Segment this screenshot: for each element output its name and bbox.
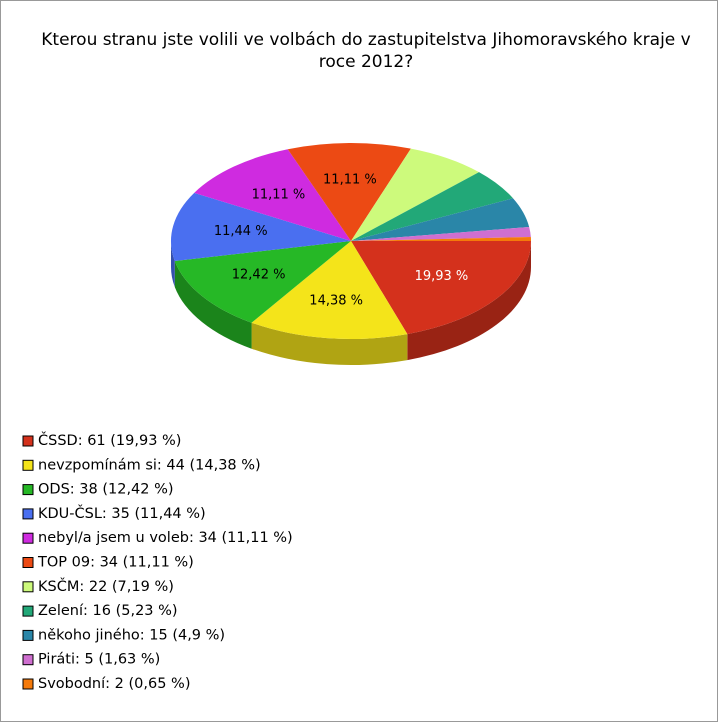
legend-label: TOP 09: 34 (11,11 %) bbox=[37, 555, 194, 571]
legend-swatch bbox=[22, 557, 34, 568]
slice bbox=[194, 149, 351, 241]
legend-label: KDU-ČSL: 35 (11,44 %) bbox=[38, 504, 206, 522]
legend-swatch bbox=[22, 654, 34, 666]
slice-side bbox=[407, 241, 532, 361]
slice bbox=[351, 236, 531, 241]
legend-swatch bbox=[22, 605, 34, 617]
legend-swatch bbox=[22, 581, 34, 593]
legend-label: nebyl/a jsem u voleb: 34 (11,11 %) bbox=[38, 530, 293, 546]
slice bbox=[351, 172, 513, 241]
legend-label: ODS: 38 (12,42 %) bbox=[38, 482, 174, 498]
legend-swatch bbox=[22, 629, 34, 641]
slice-side bbox=[251, 322, 408, 365]
legend-swatch bbox=[22, 484, 34, 496]
legend-label: Zelení: 16 (5,23 %) bbox=[38, 603, 178, 619]
slice bbox=[351, 241, 532, 335]
slice-side bbox=[174, 260, 252, 349]
legend-swatch bbox=[22, 678, 34, 690]
legend-swatch bbox=[22, 459, 34, 471]
legend-label: někoho jiného: 15 (4,9 %) bbox=[38, 627, 225, 643]
slice bbox=[351, 148, 479, 241]
legend-swatch bbox=[22, 508, 34, 520]
slice-label: 11,44 % bbox=[214, 224, 268, 239]
legend-swatch bbox=[22, 435, 34, 447]
slice bbox=[287, 143, 411, 241]
chart-title: Kterou stranu jste volili ve volbách do … bbox=[41, 30, 691, 72]
legend-label: Svobodní: 2 (0,65 %) bbox=[38, 676, 190, 692]
slice bbox=[174, 241, 351, 323]
legend-label: KSČM: 22 (7,19 %) bbox=[38, 577, 174, 595]
slice-label: 11,11 % bbox=[252, 187, 306, 202]
slice-label: 11,11 % bbox=[323, 173, 377, 188]
legend-label: Piráti: 5 (1,63 %) bbox=[38, 652, 160, 668]
legend-label: nevzpomínám si: 44 (14,38 %) bbox=[38, 457, 261, 473]
slice bbox=[351, 227, 531, 241]
slice-label: 19,93 % bbox=[415, 269, 469, 284]
slice bbox=[251, 241, 408, 339]
legend-label: ČSSD: 61 (19,93 %) bbox=[38, 431, 181, 449]
slice bbox=[171, 192, 351, 261]
slice-side bbox=[171, 241, 175, 287]
slice-label: 14,38 % bbox=[309, 294, 363, 309]
legend-swatch bbox=[22, 532, 34, 544]
slice bbox=[351, 198, 530, 241]
slice-label: 12,42 % bbox=[232, 268, 286, 283]
